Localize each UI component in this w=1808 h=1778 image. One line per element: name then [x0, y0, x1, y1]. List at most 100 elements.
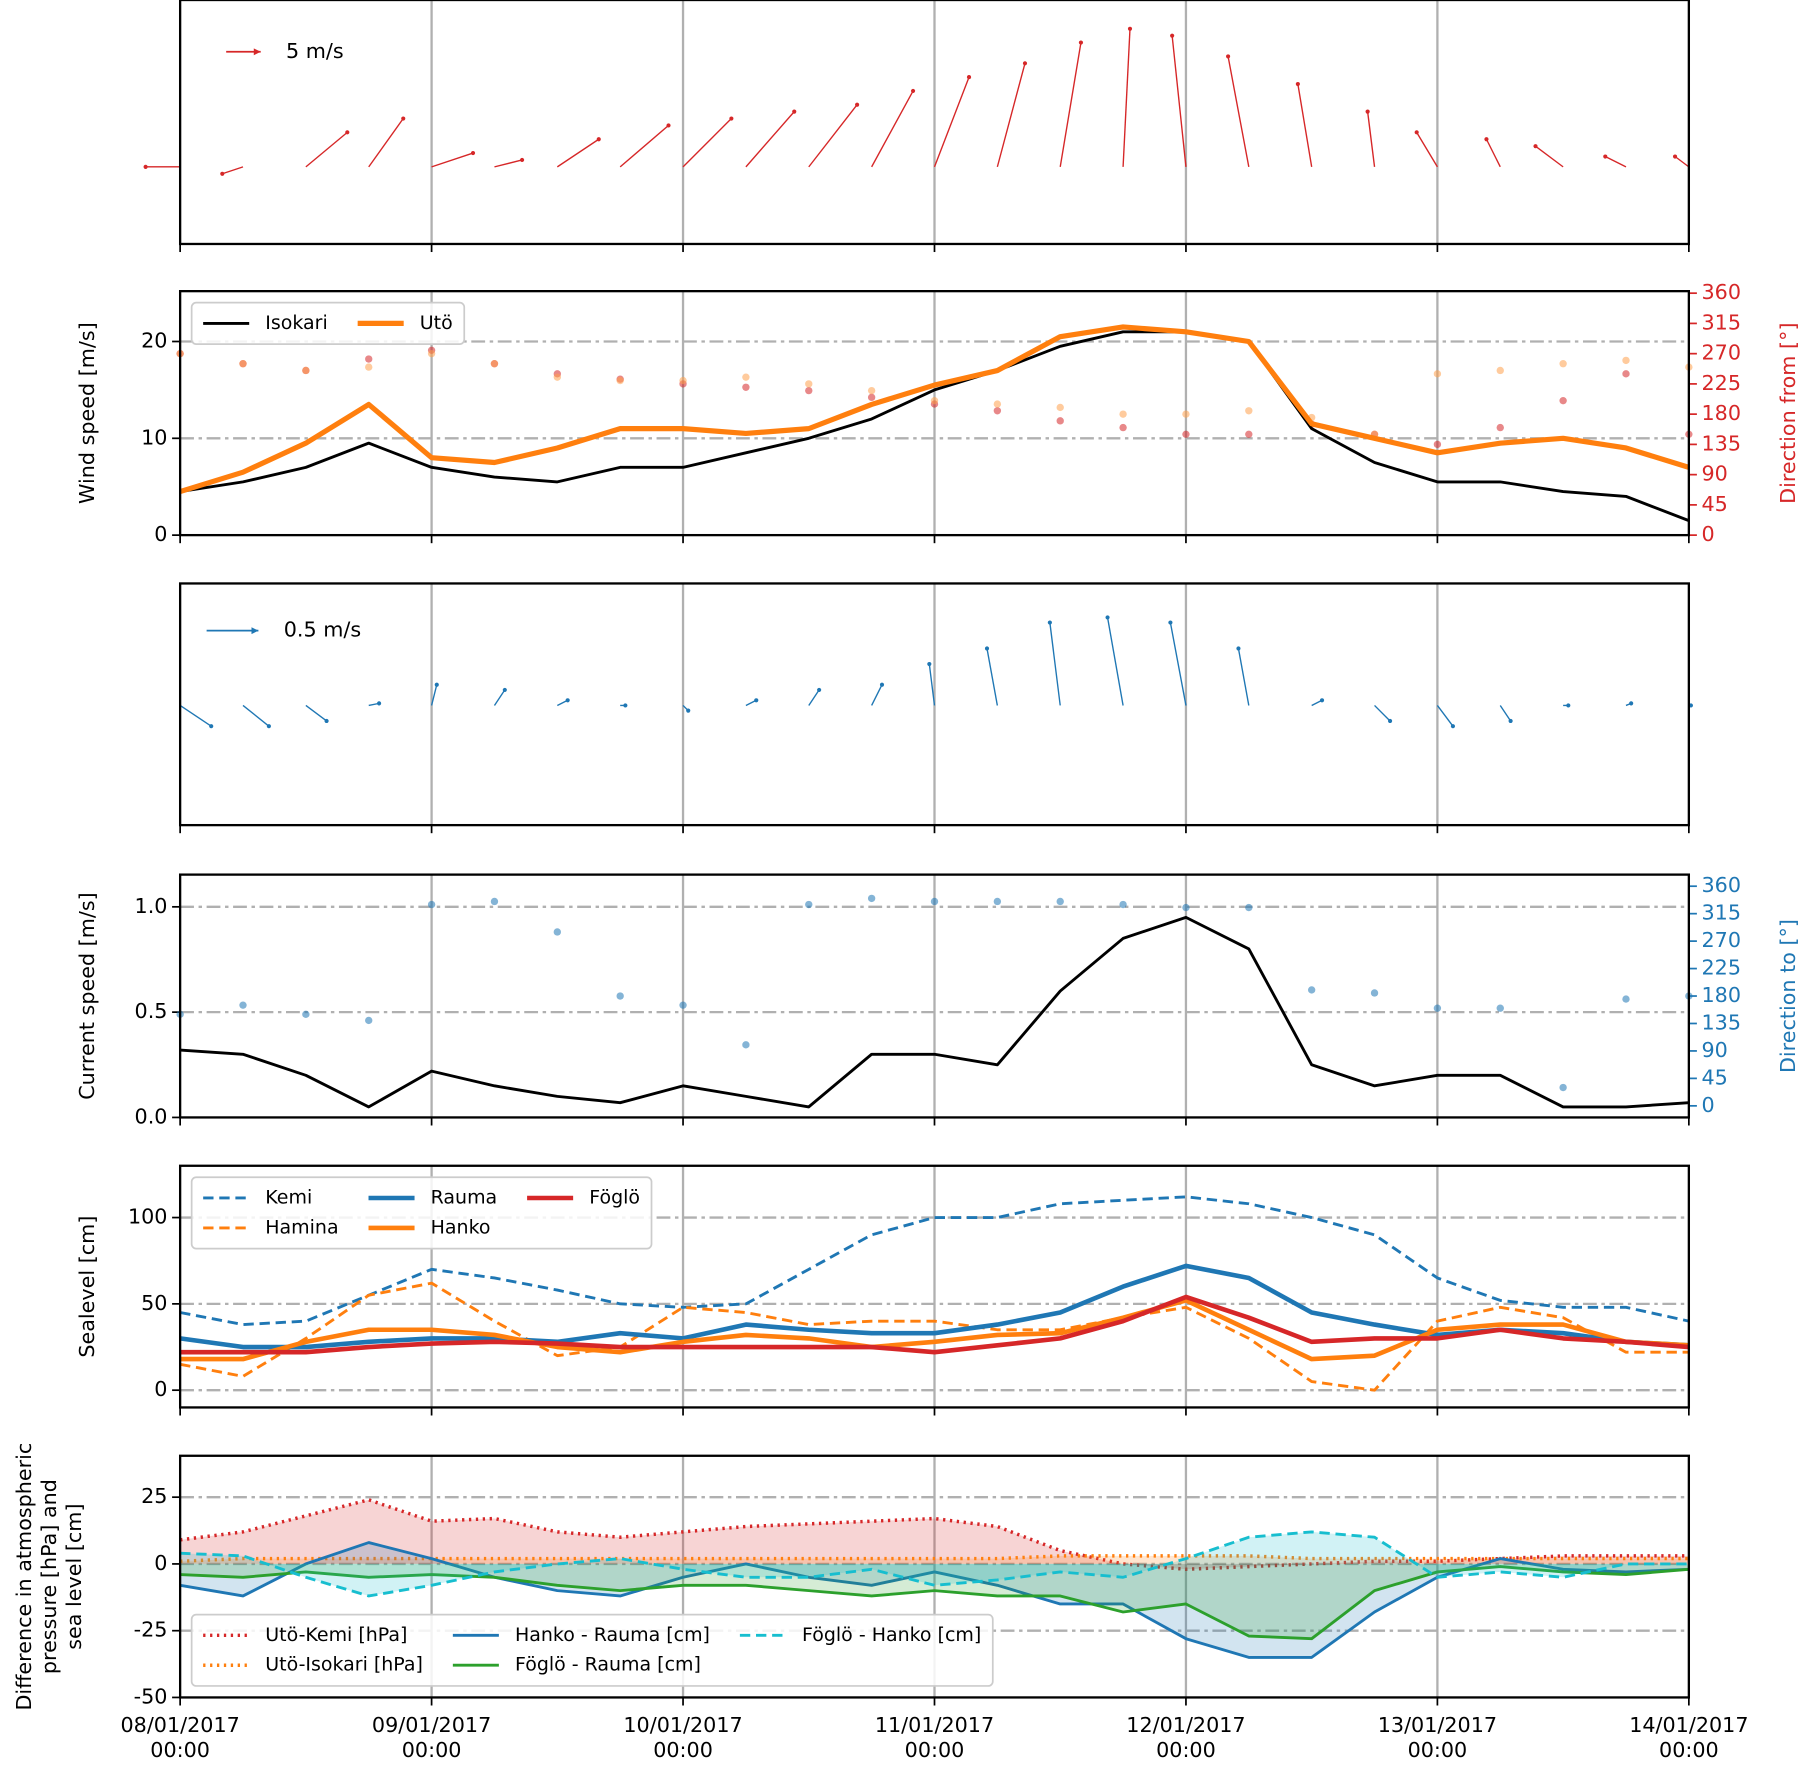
- y2-tick-label: 90: [1702, 1038, 1728, 1062]
- arrow-head: [1319, 698, 1325, 703]
- arrow-head: [666, 123, 671, 128]
- arrow-head: [565, 698, 570, 703]
- direction-dot: [616, 992, 624, 1000]
- panel: 0 50 100 Sealevel [cm] Kemi Hamina Rauma Hanko F…: [75, 1164, 1691, 1416]
- direction-dot: [427, 900, 436, 909]
- arrow-head: [1295, 81, 1300, 87]
- arrow: [556, 138, 600, 168]
- direction-dot: [302, 366, 310, 375]
- arrow-head: [345, 130, 350, 135]
- arrow-head: [1388, 718, 1393, 724]
- y-axis-label: Current speed [m/s]: [75, 892, 99, 1100]
- direction-dot: [1496, 366, 1504, 375]
- arrow: [1499, 705, 1512, 722]
- x-tick-label: 09/01/2017 00:00: [372, 1713, 491, 1762]
- direction-dot: [1307, 986, 1316, 994]
- y2-axis-label: Direction from [°]: [1776, 322, 1800, 503]
- arrow-head: [1533, 144, 1538, 149]
- y2-tick-label: 270: [1702, 928, 1742, 952]
- y-axis-label: Sealevel [cm]: [75, 1216, 99, 1358]
- arrow-head: [623, 703, 628, 708]
- direction-dot: [930, 897, 939, 906]
- panel: 0 10 20 0 45 90 135 180 225 270 315 360 Wind speed […: [75, 280, 1800, 546]
- plot-frame: [178, 582, 1691, 827]
- arrow: [305, 131, 348, 168]
- arrow: [1171, 35, 1187, 167]
- line: [180, 915, 1689, 1109]
- y-tick-label: 0.5: [135, 999, 168, 1023]
- legend-label: Utö-Isokari [hPa]: [265, 1654, 423, 1676]
- plot-frame: [178, 1454, 1691, 1699]
- direction-dot: [1559, 397, 1567, 405]
- arrow: [871, 684, 883, 706]
- direction-dot: [1182, 430, 1190, 438]
- direction-dot: [993, 897, 1002, 906]
- arrow: [222, 166, 244, 175]
- arrow: [1227, 56, 1250, 167]
- direction-dot: [1245, 407, 1253, 415]
- direction-dot: [1182, 410, 1190, 418]
- arrow-head: [729, 116, 734, 121]
- y2-tick-label: 45: [1702, 492, 1728, 516]
- arrow-head: [910, 88, 916, 93]
- direction-dot: [1245, 903, 1253, 912]
- y2-tick-label: 270: [1702, 341, 1742, 365]
- y-tick-label: 0: [154, 1377, 167, 1401]
- y-tick-label: 1.0: [135, 894, 168, 918]
- direction-dot: [490, 897, 499, 906]
- direction-dot: [239, 360, 247, 368]
- direction-dot: [867, 393, 876, 402]
- arrow: [1436, 705, 1454, 727]
- arrow: [430, 684, 438, 706]
- direction-dot: [365, 355, 373, 363]
- arrow-head: [470, 150, 476, 156]
- arrow: [1674, 155, 1690, 168]
- line: [180, 1554, 1689, 1563]
- arrow: [1237, 648, 1250, 706]
- arrow: [619, 124, 669, 168]
- panel: 0.5 m/s: [178, 582, 1693, 834]
- line: [180, 1298, 1689, 1362]
- x-tick-label: 08/01/2017 00:00: [120, 1713, 239, 1762]
- line: [179, 1281, 1689, 1392]
- direction-dot: [616, 376, 624, 385]
- legend-box: [190, 301, 466, 345]
- y-tick-label: 0: [154, 1551, 167, 1575]
- arrow-head: [1414, 130, 1419, 135]
- y2-tick-label: 360: [1702, 873, 1742, 897]
- arrow-head: [143, 164, 148, 169]
- arrow-head: [1629, 701, 1634, 706]
- legend-label: Utö: [420, 312, 453, 334]
- y2-tick-label: 360: [1702, 280, 1742, 304]
- arrow-head: [1450, 724, 1456, 729]
- arrow-head: [855, 102, 860, 107]
- arrow: [1059, 42, 1082, 167]
- direction-dot: [993, 407, 1002, 415]
- area: [180, 1499, 1689, 1570]
- plot-frame: [178, 1164, 1691, 1409]
- arrow-head: [401, 116, 406, 121]
- arrow: [1374, 704, 1391, 722]
- key-arrow-head: [253, 48, 261, 56]
- arrow-head: [209, 724, 214, 729]
- arrow: [1535, 145, 1564, 168]
- direction-dot: [993, 400, 1002, 408]
- line: [179, 324, 1690, 495]
- arrow-head: [792, 109, 797, 114]
- arrow-head: [966, 75, 972, 80]
- direction-dot: [490, 360, 499, 368]
- key-arrow-head: [251, 627, 259, 635]
- arrow-head: [520, 157, 525, 163]
- direction-dot: [742, 1041, 750, 1049]
- arrow: [368, 118, 404, 168]
- arrow: [493, 689, 506, 706]
- arrow-head: [324, 718, 329, 724]
- y2-tick-label: 0: [1702, 522, 1715, 546]
- direction-dot: [867, 386, 876, 395]
- y-tick-label: -50: [134, 1684, 168, 1708]
- arrow: [1297, 83, 1313, 167]
- legend-label: Hanko - Rauma [cm]: [515, 1624, 710, 1646]
- y-axis-label: Difference in atmosphericpressure [hPa] …: [12, 1443, 86, 1711]
- direction-dot: [1182, 903, 1190, 912]
